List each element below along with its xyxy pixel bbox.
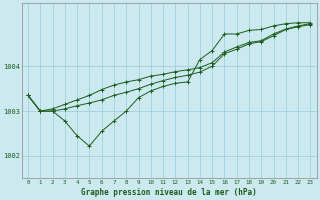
X-axis label: Graphe pression niveau de la mer (hPa): Graphe pression niveau de la mer (hPa) (81, 188, 257, 197)
